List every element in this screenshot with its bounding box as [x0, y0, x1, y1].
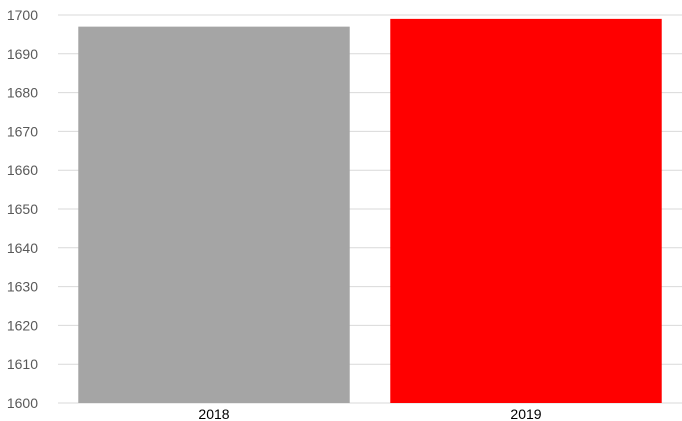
bars	[78, 18, 662, 403]
x-category-label-2018: 2018	[198, 406, 229, 421]
y-tick-label: 1630	[7, 279, 38, 295]
y-tick-label: 1640	[7, 240, 38, 256]
y-axis-tick-labels: 1600 1610 1620 1630 1640 1650 1660 1670 1680 1690…	[7, 7, 38, 411]
bar-2019	[390, 18, 662, 403]
x-axis-category-labels: 2018 2019	[198, 406, 541, 421]
y-tick-label: 1600	[7, 395, 38, 411]
y-tick-label: 1700	[7, 7, 38, 23]
y-tick-label: 1610	[7, 356, 38, 372]
y-tick-label: 1680	[7, 85, 38, 101]
y-tick-label: 1660	[7, 162, 38, 178]
y-tick-label: 1690	[7, 46, 38, 62]
y-tick-label: 1670	[7, 123, 38, 139]
bar-2018	[78, 26, 350, 403]
y-tick-label: 1650	[7, 201, 38, 217]
y-tick-label: 1620	[7, 317, 38, 333]
x-category-label-2019: 2019	[510, 406, 541, 421]
